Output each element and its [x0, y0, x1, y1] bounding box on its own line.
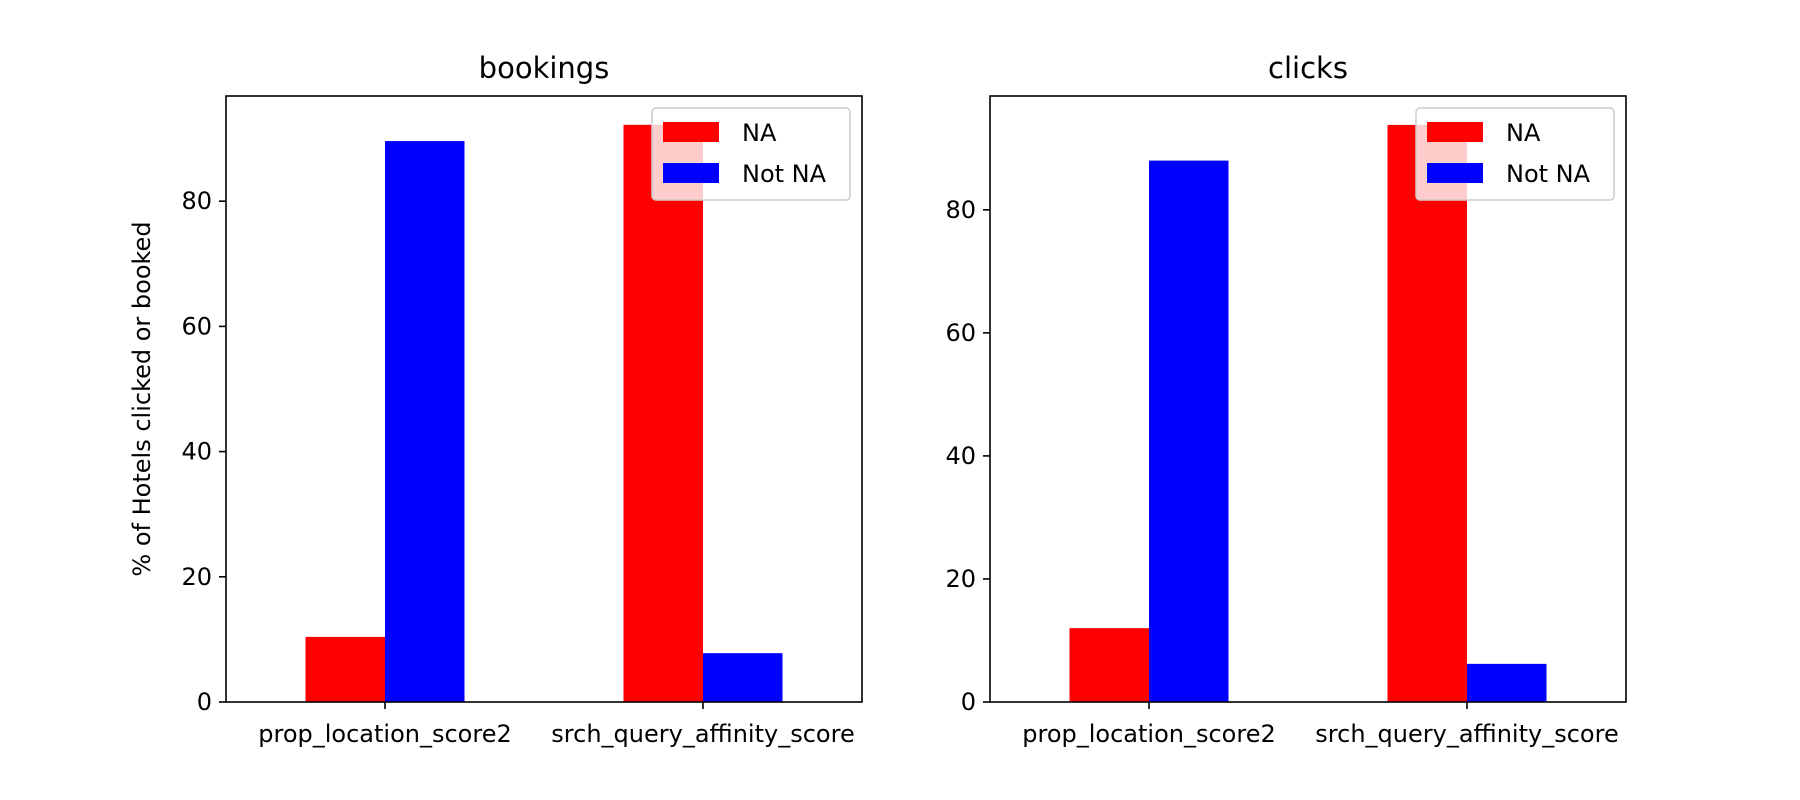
bar-not-na-srch_query_affinity_score [1467, 663, 1547, 702]
y-tick-label: 40 [181, 438, 212, 466]
legend-label: NA [1506, 119, 1541, 147]
bar-not-na-srch_query_affinity_score [703, 653, 783, 702]
x-tick-label: prop_location_score2 [1022, 720, 1275, 748]
legend: NA Not NA [651, 107, 851, 201]
y-tick-label: 20 [181, 563, 212, 591]
y-tick-label: 0 [961, 688, 976, 716]
y-tick-label: 60 [945, 319, 976, 347]
y-tick-label: 60 [181, 312, 212, 340]
legend-label: NA [742, 119, 777, 147]
legend: NA Not NA [1415, 107, 1615, 201]
legend-label: Not NA [1506, 160, 1591, 188]
legend-label: Not NA [742, 160, 827, 188]
bar-not-na-prop_location_score2 [1149, 160, 1229, 702]
chart-panel-bookings: 0 20 40 60 80 prop_location_score2 srch_query_… [128, 51, 863, 748]
bar-na-prop_location_score2 [1069, 628, 1149, 702]
bar-not-na-prop_location_score2 [385, 141, 465, 702]
chart-title: clicks [1268, 51, 1348, 85]
y-tick-label: 40 [945, 442, 976, 470]
x-tick-label: prop_location_score2 [258, 720, 511, 748]
y-tick-label: 0 [197, 688, 212, 716]
bar-na-prop_location_score2 [305, 636, 385, 702]
legend-swatch [663, 163, 719, 183]
legend-swatch [663, 122, 719, 142]
plot-frame [225, 95, 863, 703]
chart-panel-clicks: 0 20 40 60 80 prop_location_score2 srch_query_… [945, 51, 1627, 748]
legend-swatch [1427, 122, 1483, 142]
y-tick-label: 80 [945, 196, 976, 224]
x-tick-label: srch_query_affinity_score [1315, 720, 1618, 748]
chart-title: bookings [479, 51, 610, 85]
y-axis-label: % of Hotels clicked or booked [128, 221, 156, 576]
bar-na-srch_query_affinity_score [1387, 124, 1467, 703]
bar-na-srch_query_affinity_score [623, 124, 703, 702]
legend-swatch [1427, 163, 1483, 183]
plot-frame [989, 95, 1627, 703]
y-tick-label: 20 [945, 565, 976, 593]
x-tick-label: srch_query_affinity_score [551, 720, 854, 748]
y-tick-label: 80 [181, 187, 212, 215]
